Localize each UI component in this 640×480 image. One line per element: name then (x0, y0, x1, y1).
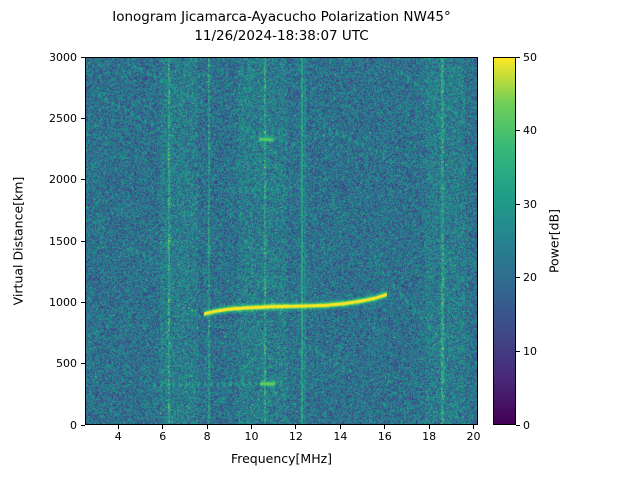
colorbar-tick-mark (516, 56, 520, 58)
x-tick-mark (428, 425, 430, 429)
x-tick-label: 12 (288, 430, 303, 443)
x-tick-mark (384, 425, 386, 429)
y-tick-mark (81, 363, 85, 365)
colorbar-tick-mark (516, 350, 520, 352)
y-tick-mark (81, 240, 85, 242)
colorbar-tick-label: 40 (523, 124, 537, 138)
colorbar-tick-label: 0 (523, 418, 530, 432)
x-tick-label: 18 (422, 430, 437, 443)
ionogram-heatmap (85, 57, 478, 425)
figure-title: Ionogram Jicamarca-Ayacucho Polarization… (112, 9, 451, 25)
y-tick-label: 1000 (49, 295, 77, 309)
y-tick-mark (81, 117, 85, 119)
colorbar (493, 57, 516, 425)
x-tick-label: 16 (377, 430, 392, 443)
x-tick-mark (162, 425, 164, 429)
colorbar-tick-label: 50 (523, 50, 537, 64)
x-tick-label: 8 (203, 430, 211, 443)
y-tick-label: 500 (56, 357, 77, 371)
y-tick-mark (81, 179, 85, 181)
x-tick-mark (339, 425, 341, 429)
colorbar-tick-mark (516, 277, 520, 279)
colorbar-tick-mark (516, 203, 520, 205)
x-tick-mark (117, 425, 119, 429)
colorbar-tick-mark (516, 424, 520, 426)
x-tick-label: 6 (159, 430, 167, 443)
y-tick-mark (81, 424, 85, 426)
colorbar-tick-label: 10 (523, 344, 537, 358)
y-tick-mark (81, 301, 85, 303)
x-axis-label: Frequency[MHz] (230, 451, 333, 466)
x-tick-label: 20 (466, 430, 481, 443)
x-tick-mark (295, 425, 297, 429)
x-tick-mark (251, 425, 253, 429)
figure-subtitle: 11/26/2024-18:38:07 UTC (194, 28, 369, 44)
x-tick-mark (206, 425, 208, 429)
colorbar-tick-label: 30 (523, 197, 537, 211)
colorbar-tick-mark (516, 130, 520, 132)
y-tick-label: 0 (70, 418, 77, 432)
y-tick-mark (81, 56, 85, 58)
x-tick-mark (473, 425, 475, 429)
x-tick-label: 14 (333, 430, 348, 443)
colorbar-label: Power[dB] (546, 208, 562, 274)
x-tick-label: 10 (244, 430, 259, 443)
colorbar-tick-label: 20 (523, 271, 537, 285)
y-tick-label: 3000 (49, 50, 77, 64)
y-tick-label: 2500 (49, 111, 77, 125)
y-tick-label: 2000 (49, 173, 77, 187)
x-tick-label: 4 (114, 430, 122, 443)
y-tick-label: 1500 (49, 234, 77, 248)
